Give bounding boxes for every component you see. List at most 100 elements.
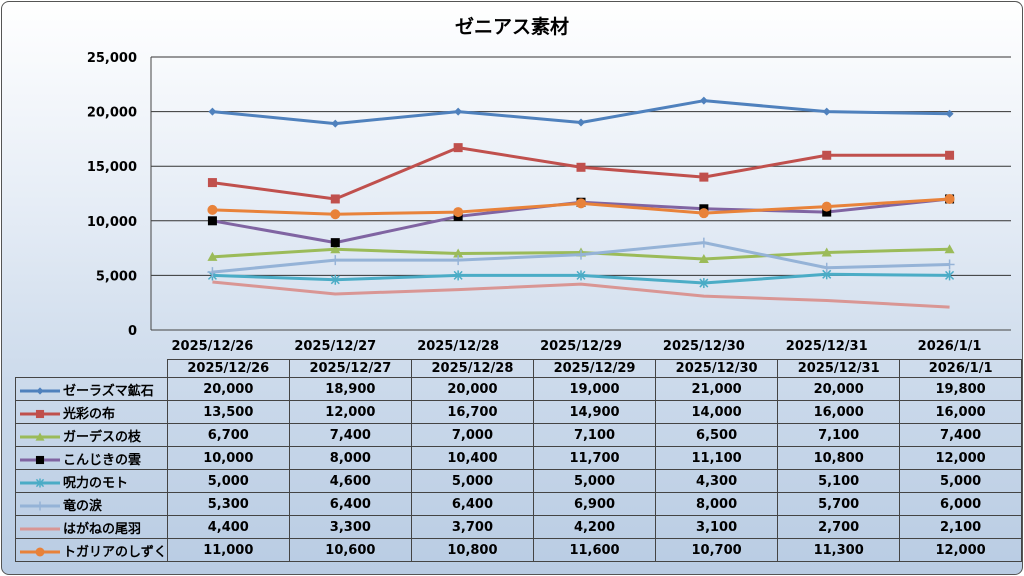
series-line <box>212 280 950 309</box>
series-6 <box>212 280 950 309</box>
data-point <box>453 143 463 153</box>
table-cell: 20,000 <box>410 377 534 401</box>
x-tick-label: 2025/12/27 <box>294 339 376 354</box>
x-tick-label: 2025/12/29 <box>540 339 622 354</box>
table-cell: 10,000 <box>166 446 290 470</box>
table-cell: 8,000 <box>655 492 779 516</box>
legend-cell: 光彩の布 <box>15 400 168 424</box>
legend-key-icon <box>20 387 60 395</box>
legend-label: こんじきの雲 <box>63 452 142 468</box>
table-cell: 16,000 <box>777 400 901 424</box>
legend-label: ガーデスの枝 <box>63 429 142 445</box>
column-header: 2025/12/27 <box>288 359 412 378</box>
table-cell: 13,500 <box>166 400 290 424</box>
data-point <box>822 107 831 116</box>
series-5 <box>207 237 955 278</box>
table-row: ガーデスの枝 6,700 7,400 7,000 7,100 6,500 7,100 7,40… <box>15 423 1022 447</box>
series-7 <box>207 193 955 220</box>
table-row: 竜の涙 5,300 6,400 6,400 6,900 8,000 5,700 6,000 <box>15 492 1022 516</box>
legend-label: ゼーラズマ鉱石 <box>63 383 154 399</box>
data-point <box>454 107 463 116</box>
data-point <box>576 162 586 172</box>
table-cell: 18,900 <box>288 377 412 401</box>
data-point <box>207 204 218 215</box>
column-header: 2025/12/31 <box>777 359 901 378</box>
data-point <box>945 109 954 118</box>
table-cell: 10,400 <box>410 446 534 470</box>
legend-key-icon <box>20 501 60 511</box>
data-point <box>453 248 464 258</box>
data-point <box>35 547 45 557</box>
table-cell: 16,700 <box>410 400 534 424</box>
table-cell: 5,000 <box>166 469 290 493</box>
data-point <box>945 150 955 160</box>
table-cell: 11,100 <box>655 446 779 470</box>
x-tick-label: 2025/12/30 <box>663 339 745 354</box>
table-cell: 4,600 <box>288 469 412 493</box>
legend-label: 呪力のモト <box>63 475 129 491</box>
data-point <box>698 208 709 219</box>
table-cell: 5,700 <box>777 492 901 516</box>
table-cell: 4,400 <box>166 515 290 539</box>
table-cell: 20,000 <box>777 377 901 401</box>
series-1 <box>207 143 955 204</box>
legend-cell: こんじきの雲 <box>15 446 168 470</box>
y-tick-label: 10,000 <box>87 215 137 230</box>
data-point <box>944 244 955 254</box>
legend-key-icon <box>20 409 60 419</box>
table-cell: 7,400 <box>899 423 1022 447</box>
table-cell: 8,000 <box>288 446 412 470</box>
table-cell: 6,400 <box>288 492 412 516</box>
table-cell: 19,800 <box>899 377 1022 401</box>
x-tick-label: 2025/12/26 <box>171 339 253 354</box>
data-point <box>822 207 832 217</box>
table-cell: 4,300 <box>655 469 779 493</box>
legend-cell: トガリアのしずく <box>15 538 168 562</box>
table-cell: 11,600 <box>532 538 657 562</box>
table-row: 光彩の布 13,500 12,000 16,700 14,900 14,000 16,000… <box>15 400 1022 424</box>
data-point <box>330 194 340 204</box>
table-cell: 10,600 <box>288 538 412 562</box>
table-cell: 7,400 <box>288 423 412 447</box>
x-tick-label: 2025/12/31 <box>786 339 868 354</box>
table-cell: 12,000 <box>288 400 412 424</box>
table-cell: 11,300 <box>777 538 901 562</box>
legend-label: トガリアのしずく <box>63 544 167 560</box>
legend-key-icon <box>20 455 60 465</box>
table-cell: 3,300 <box>288 515 412 539</box>
table-cell: 5,300 <box>166 492 290 516</box>
table-cell: 5,000 <box>532 469 657 493</box>
y-tick-label: 25,000 <box>87 51 137 66</box>
table-cell: 2,100 <box>899 515 1022 539</box>
y-tick-label: 20,000 <box>87 106 137 121</box>
table-cell: 19,000 <box>532 377 657 401</box>
table-header-row: 2025/12/26 2025/12/27 2025/12/28 2025/12/29… <box>15 359 1022 378</box>
chart-title: ゼニアス素材 <box>454 16 569 38</box>
data-point <box>35 409 45 419</box>
column-header: 2025/12/29 <box>532 359 657 378</box>
legend-cell: ゼーラズマ鉱石 <box>15 377 168 401</box>
data-point <box>330 244 341 254</box>
data-point <box>35 432 45 441</box>
table-row: はがねの尾羽 4,400 3,300 3,700 4,200 3,100 2,700 2,10… <box>15 515 1022 539</box>
data-table: 2025/12/26 2025/12/27 2025/12/28 2025/12/29… <box>15 359 1022 562</box>
legend-cell: ガーデスの枝 <box>15 423 168 447</box>
table-row: トガリアのしずく 11,000 10,600 10,800 11,600 10,700 11… <box>15 538 1022 562</box>
table-cell: 20,000 <box>166 377 290 401</box>
data-point <box>35 455 45 465</box>
legend-key-icon <box>20 478 60 488</box>
table-cell: 7,100 <box>777 423 901 447</box>
table-cell: 3,700 <box>410 515 534 539</box>
data-point <box>698 254 709 264</box>
column-header: 2025/12/26 <box>166 359 290 378</box>
data-point <box>576 198 586 209</box>
data-point <box>699 172 709 182</box>
x-tick-label: 2025/12/28 <box>417 339 499 354</box>
data-point <box>944 193 955 204</box>
table-cell: 6,400 <box>410 492 534 516</box>
y-tick-label: 15,000 <box>87 160 137 175</box>
x-tick-label: 2026/1/1 <box>918 339 982 354</box>
series-0 <box>208 96 954 128</box>
data-point <box>822 150 832 160</box>
data-point <box>36 387 44 395</box>
